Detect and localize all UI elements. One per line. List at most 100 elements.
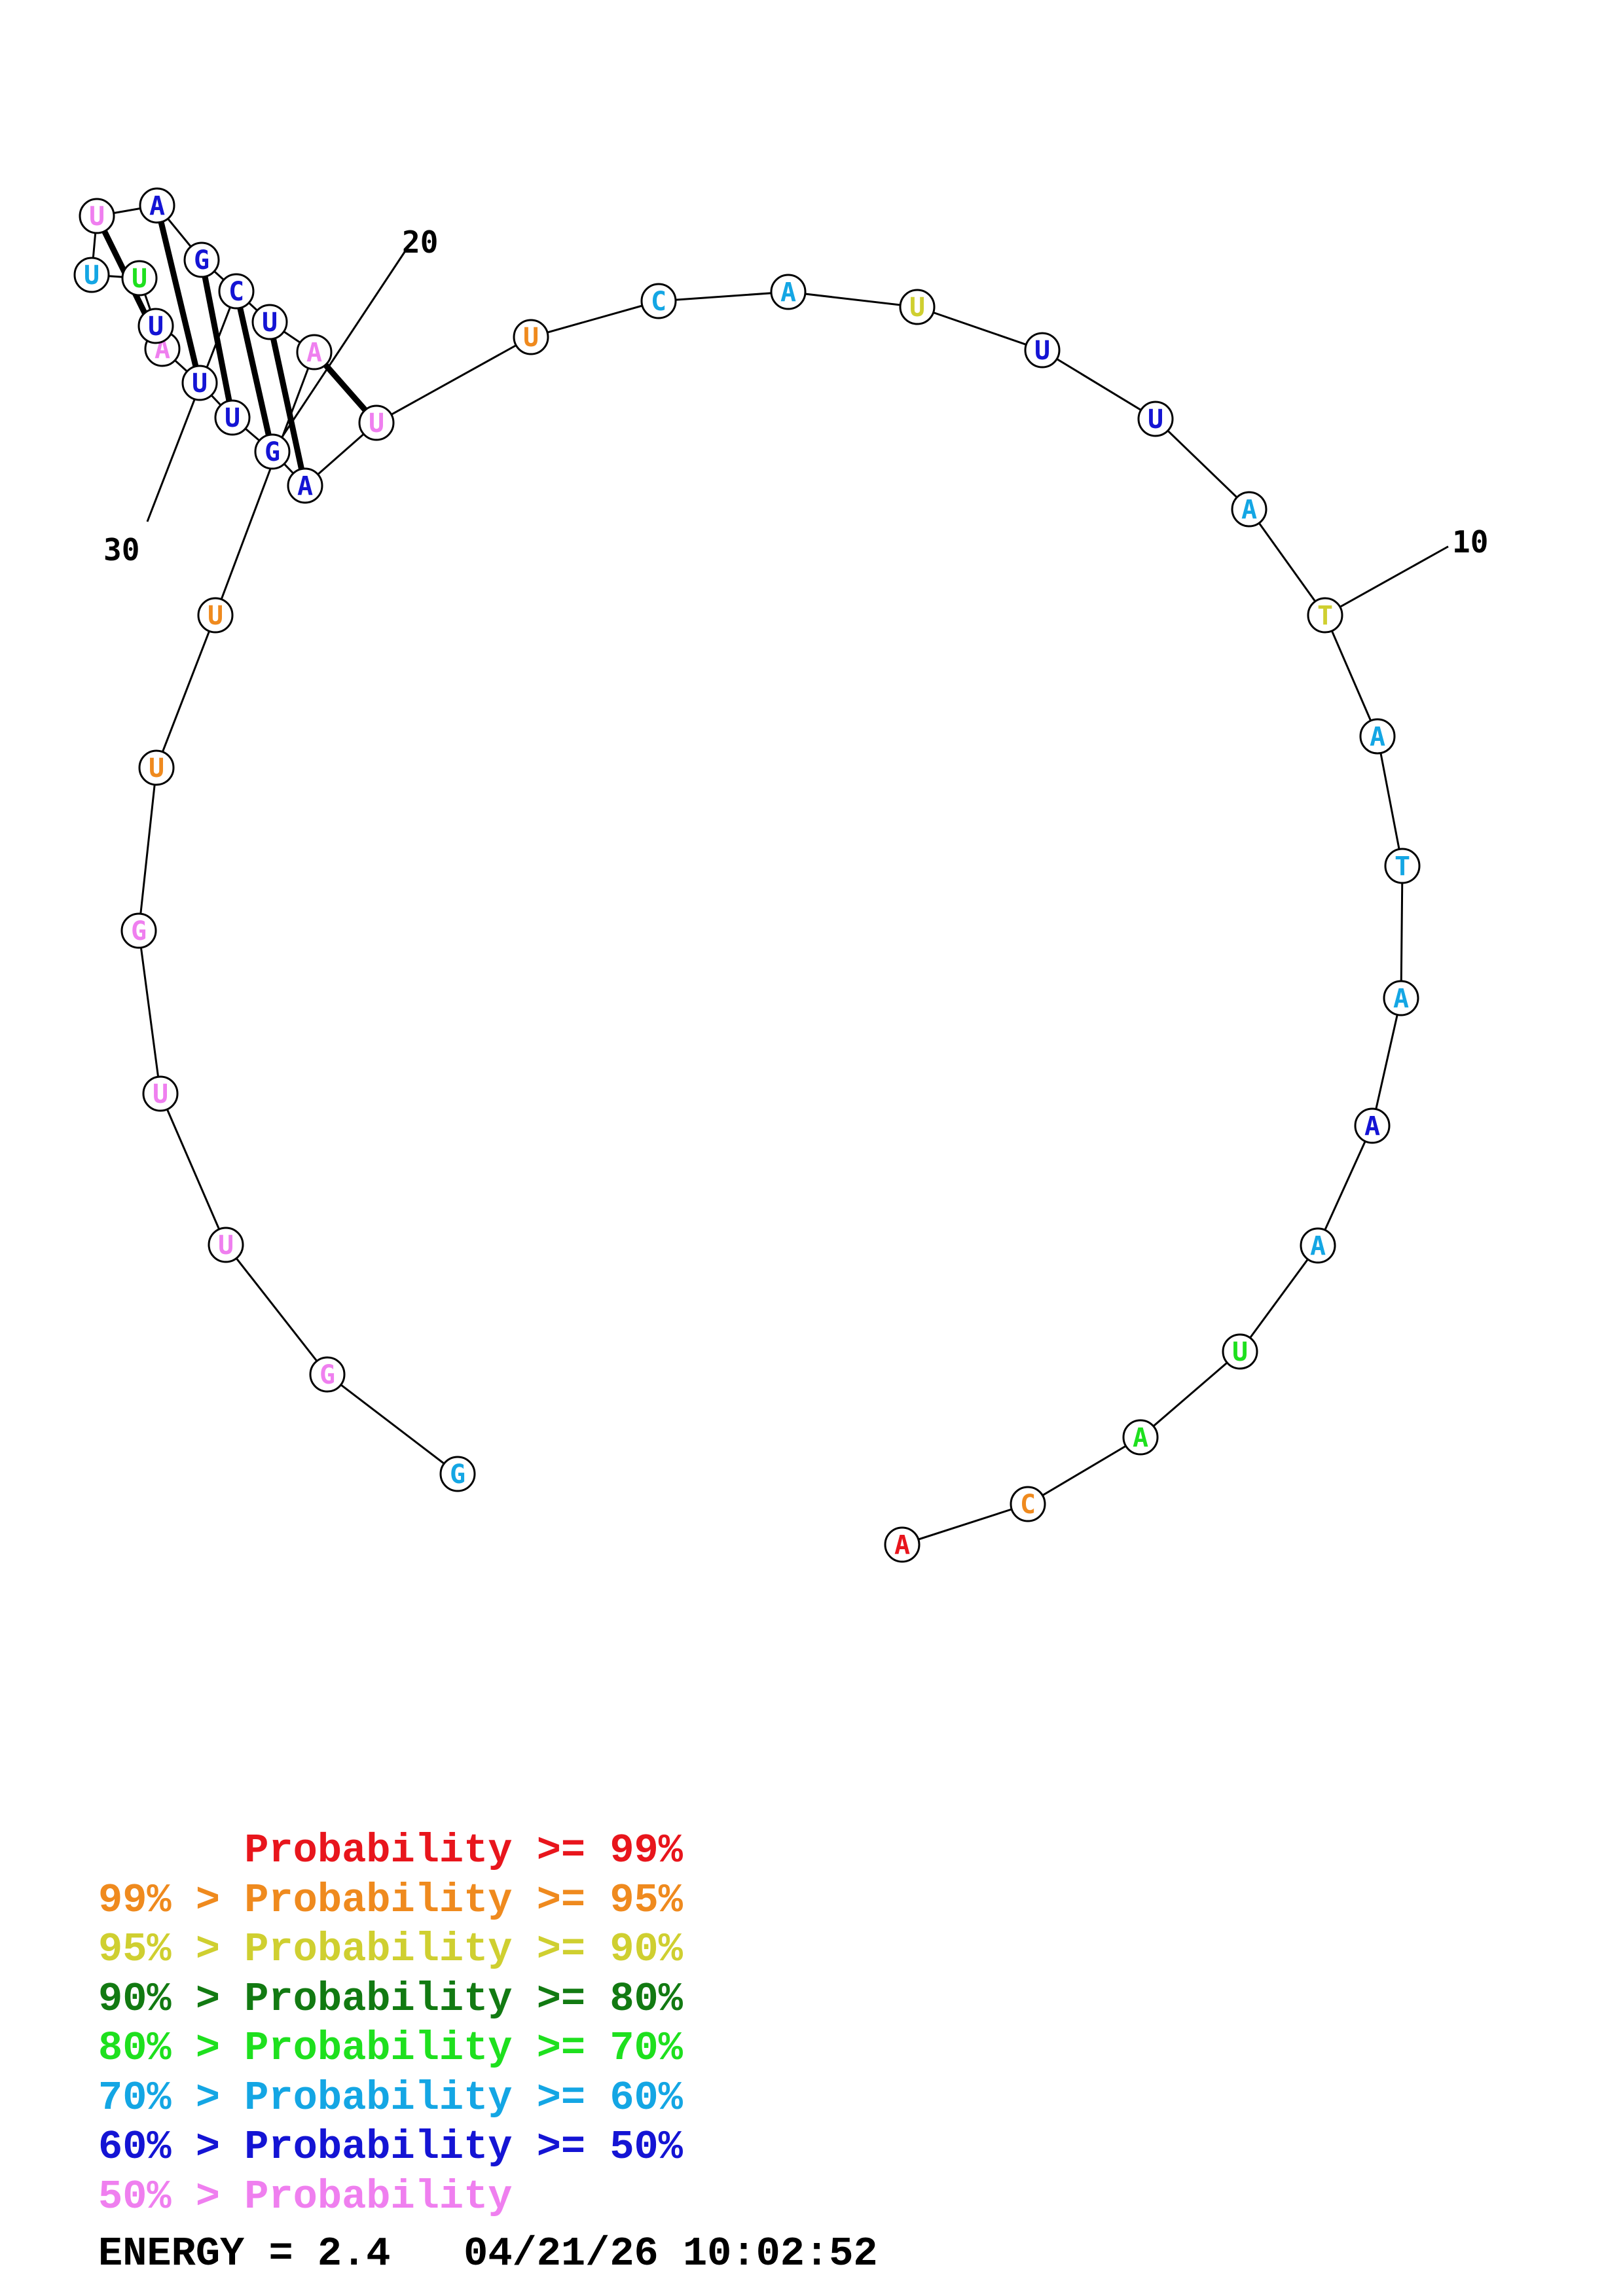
nucleotide-base: A <box>1370 722 1385 752</box>
nucleotide-16: C <box>640 283 677 319</box>
nucleotide-base: U <box>132 264 147 294</box>
backbone-segment <box>225 1244 329 1375</box>
nucleotide-circle <box>1359 718 1396 755</box>
energy-value: ENERGY = 2.4 <box>98 2231 391 2277</box>
legend-label: Probability <box>244 2173 513 2220</box>
nucleotide-circle <box>1383 980 1419 1016</box>
nucleotide-circle <box>183 242 220 278</box>
nucleotide-base: G <box>450 1460 465 1490</box>
nucleotide-9: A <box>1359 718 1396 755</box>
legend-row: 50% > Probability <box>98 2172 683 2222</box>
nucleotide-12: U <box>1137 401 1174 437</box>
backbone-segment <box>137 767 158 931</box>
backbone-segment <box>1324 615 1379 737</box>
backbone-segment <box>214 351 316 616</box>
nucleotide-29: G <box>183 242 220 278</box>
position-tick-lines <box>146 249 1449 617</box>
nucleotide-31: U <box>251 304 288 340</box>
nucleotide-base: U <box>153 1079 168 1109</box>
nucleotide-30: C <box>218 273 255 310</box>
legend-label: Probability >= 95% <box>244 1876 683 1924</box>
position-label-10: 10 <box>1452 524 1488 560</box>
nucleotide-circle <box>181 365 218 401</box>
nucleotide-base: U <box>909 293 925 323</box>
backbone-segment <box>530 300 659 338</box>
nucleotide-base: T <box>1317 601 1333 631</box>
legend-prefix: 90% > <box>98 1975 245 2022</box>
nucleotide-circle <box>513 319 549 355</box>
nucleotide-circle <box>309 1356 346 1393</box>
probability-legend: Probability >= 99% 99% > Probability >= 9… <box>98 1826 683 2221</box>
nucleotide-circle <box>287 467 323 504</box>
nucleotide-circle <box>1010 1486 1046 1522</box>
legend-label: Probability >= 90% <box>244 1926 683 1973</box>
position-tick-line <box>271 249 407 452</box>
nucleotide-base: U <box>192 368 208 399</box>
nucleotide-circle <box>137 308 174 344</box>
nucleotide-22: U <box>181 365 218 401</box>
legend-prefix: 99% > <box>98 1876 245 1924</box>
nucleotide-33: U <box>197 597 234 634</box>
backbone-segment <box>155 615 217 768</box>
nucleotide-11: A <box>1231 491 1267 528</box>
position-label-20: 20 <box>402 224 438 260</box>
position-tick-line <box>1324 545 1449 617</box>
legend-prefix: 95% > <box>98 1926 245 1973</box>
nucleotide-24: U <box>137 308 174 344</box>
legend-prefix: 50% > <box>98 2173 245 2220</box>
legend-row: 90% > Probability >= 80% <box>98 1975 683 2024</box>
backbone-segment <box>1248 509 1326 616</box>
nucleotide-35: G <box>120 912 157 949</box>
nucleotide-base: U <box>1034 336 1050 366</box>
nucleotide-18: U <box>358 404 395 441</box>
energy-footer: ENERGY = 2.4 04/21/26 10:02:52 <box>98 2231 878 2277</box>
nucleotide-base: A <box>1241 495 1257 525</box>
nucleotide-28: A <box>139 187 175 224</box>
legend-row: 95% > Probability >= 90% <box>98 1925 683 1975</box>
nucleotide-base: A <box>306 338 322 368</box>
nucleotide-8: T <box>1384 848 1421 884</box>
legend-row: 60% > Probability >= 50% <box>98 2123 683 2172</box>
legend-label: Probability >= 99% <box>244 1827 683 1874</box>
legend-label: Probability >= 80% <box>244 1975 683 2022</box>
nucleotide-20: G <box>254 433 291 470</box>
backbone-segment <box>376 336 532 424</box>
nucleotide-base: A <box>1133 1423 1148 1453</box>
nucleotide-base: U <box>1232 1337 1248 1367</box>
nucleotide-circle <box>439 1456 476 1492</box>
nucleotide-circle <box>1024 332 1061 368</box>
legend-label: Probability >= 70% <box>244 2025 683 2072</box>
nucleotide-base: U <box>149 753 164 783</box>
nucleotide-5: A <box>1300 1227 1336 1264</box>
nucleotide-base: A <box>297 471 313 501</box>
base-pair-line <box>323 363 368 412</box>
legend-prefix: 60% > <box>98 2124 245 2170</box>
legend-label: Probability >= 50% <box>244 2124 683 2170</box>
nucleotide-base: A <box>149 191 165 221</box>
nucleotide-circle <box>1300 1227 1336 1264</box>
nucleotide-21: U <box>214 399 251 436</box>
legend-row: 80% > Probability >= 70% <box>98 2024 683 2073</box>
nucleotide-7: A <box>1383 980 1419 1016</box>
legend-prefix: 70% > <box>98 2074 245 2121</box>
nucleotide-circle <box>1122 1419 1159 1456</box>
nucleotide-base: A <box>780 278 796 308</box>
nucleotide-circle <box>640 283 677 319</box>
backbone-segment <box>1027 1436 1141 1505</box>
nucleotide-circle <box>208 1227 244 1263</box>
nucleotide-circle <box>296 334 333 370</box>
position-label-30: 30 <box>103 532 139 567</box>
backbone-segment <box>1371 997 1402 1126</box>
backbone-segment <box>1376 736 1404 867</box>
nucleotide-circle <box>884 1526 921 1563</box>
backbone-segment <box>1140 1350 1241 1439</box>
nucleotide-4: U <box>1222 1333 1258 1370</box>
nucleotide-27: U <box>79 198 115 234</box>
legend-row: 99% > Probability >= 95% <box>98 1876 683 1926</box>
legend-label: Probability >= 60% <box>244 2074 683 2121</box>
nucleotide-2: C <box>1010 1486 1046 1522</box>
nucleotide-base: U <box>369 408 384 439</box>
nucleotide-38: G <box>309 1356 346 1393</box>
nucleotide-circle <box>770 274 807 310</box>
